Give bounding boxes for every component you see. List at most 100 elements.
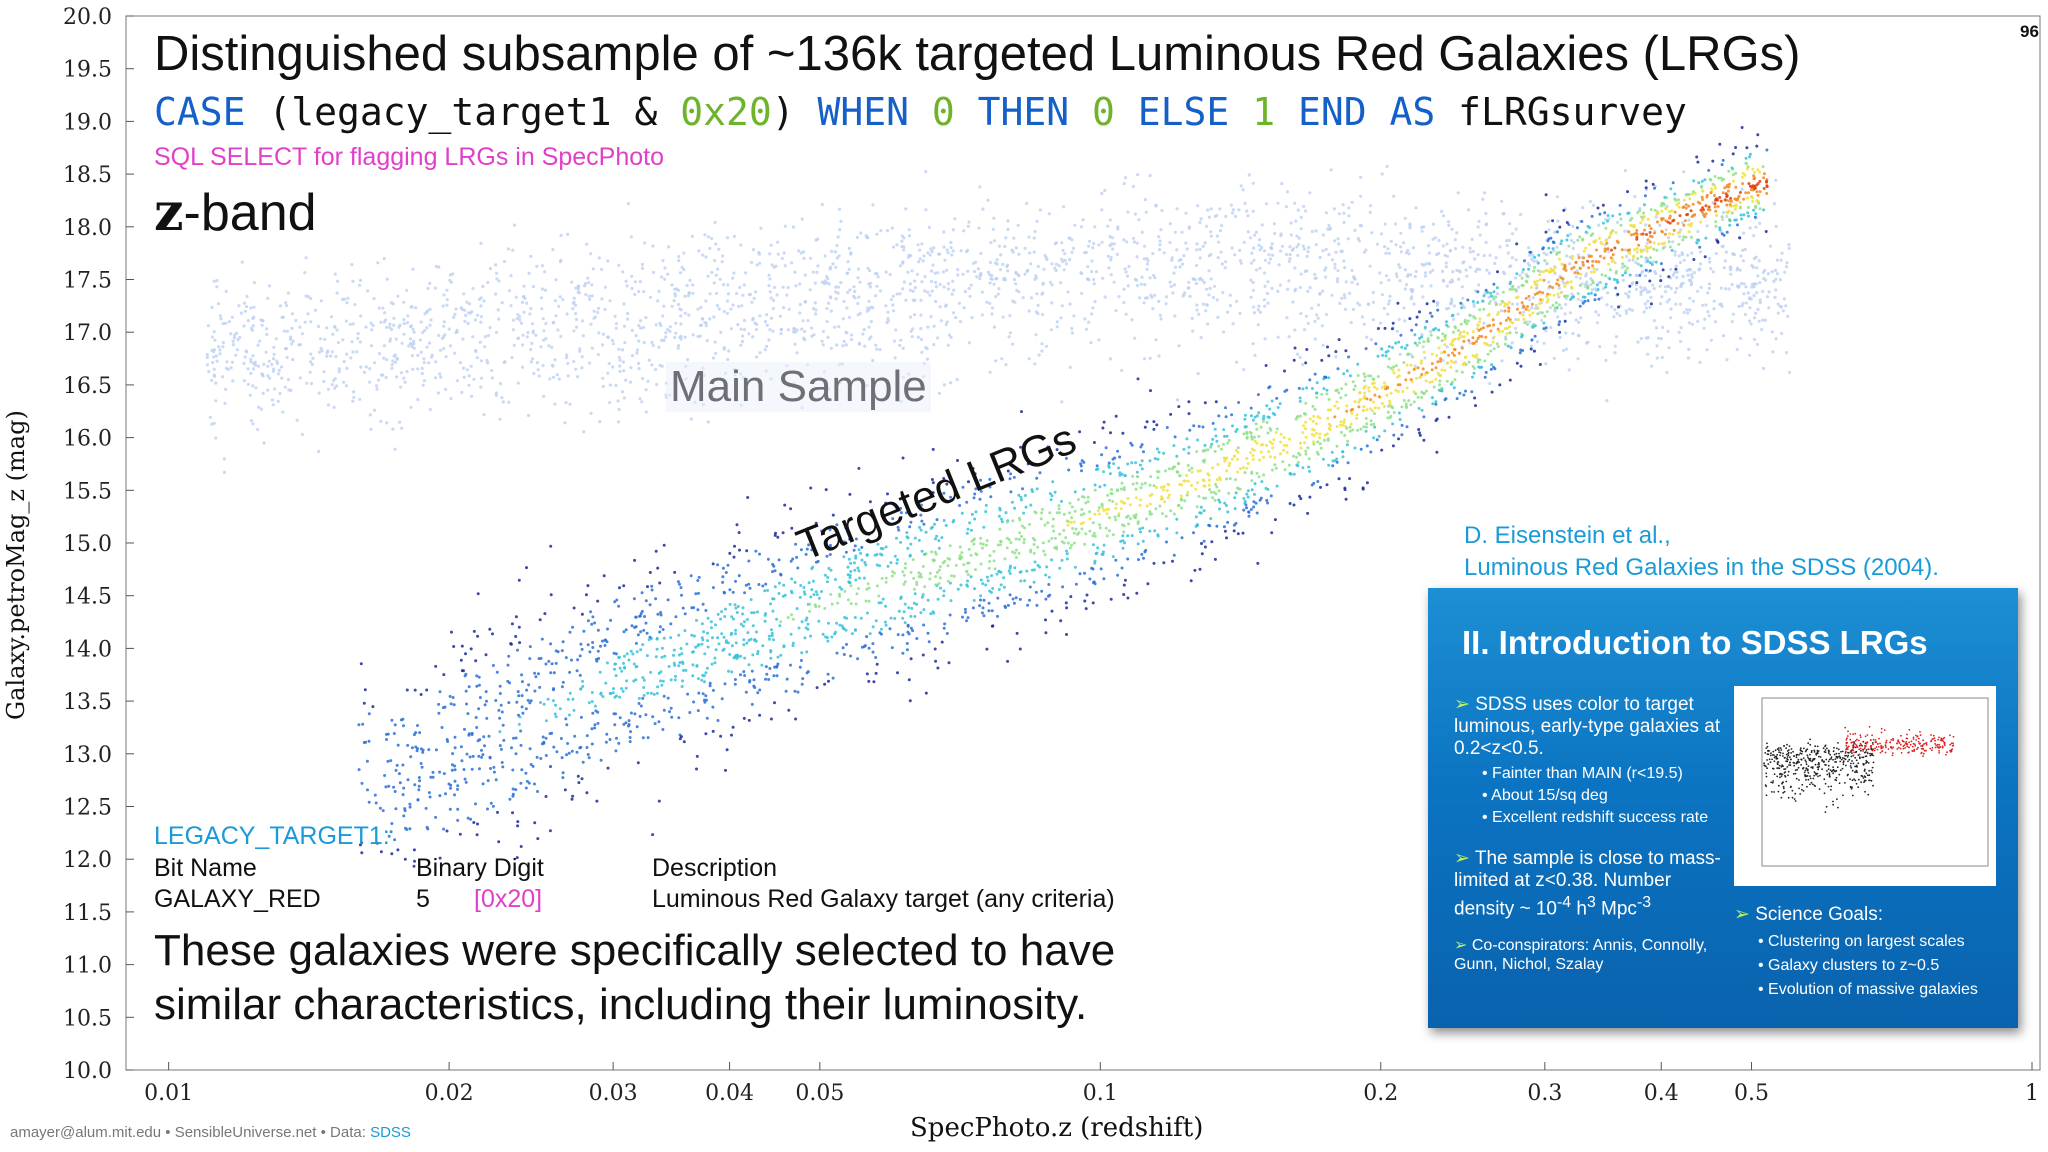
main-sample-point: [554, 278, 558, 282]
main-sample-point: [566, 361, 570, 366]
lrg-point: [815, 593, 819, 597]
main-sample-point: [1423, 274, 1428, 278]
main-sample-point: [767, 338, 771, 342]
main-sample-point: [1197, 312, 1201, 316]
main-sample-point: [1502, 212, 1506, 216]
lrg-point: [1402, 399, 1406, 402]
lrg-point: [777, 581, 781, 585]
main-sample-point: [475, 356, 479, 360]
main-sample-point: [1343, 266, 1347, 270]
main-sample-point: [1159, 317, 1163, 321]
main-sample-point: [231, 339, 235, 343]
lrg-point: [1422, 415, 1426, 419]
lrg-point: [753, 686, 757, 689]
lrg-point: [1628, 284, 1632, 288]
main-sample-point: [1470, 237, 1474, 241]
main-sample-point: [793, 342, 797, 346]
lrg-point: [854, 537, 858, 541]
lrg-point: [1430, 396, 1434, 400]
main-sample-point: [1110, 242, 1114, 246]
lrg-point: [1728, 219, 1732, 223]
main-sample-point: [1091, 246, 1095, 250]
lrg-point: [622, 661, 625, 665]
main-sample-point: [1359, 194, 1363, 198]
lrg-point: [1668, 232, 1671, 236]
main-sample-point: [798, 302, 803, 307]
lrg-point: [841, 646, 845, 650]
main-sample-point: [640, 400, 644, 404]
lrg-point: [1440, 351, 1444, 355]
lrg-point: [1032, 551, 1036, 555]
lrg-point: [1155, 447, 1159, 451]
lrg-point: [1597, 297, 1601, 301]
main-sample-point: [1187, 286, 1191, 290]
main-sample-point: [980, 290, 985, 294]
lrg-point: [615, 598, 619, 602]
main-sample-point: [518, 315, 522, 319]
main-sample-point: [875, 232, 879, 236]
main-sample-point: [1698, 262, 1703, 266]
main-sample-point: [865, 236, 869, 240]
main-sample-point: [1217, 240, 1221, 244]
lrg-point: [1294, 417, 1298, 421]
main-sample-point: [676, 288, 681, 292]
main-sample-point: [303, 320, 307, 324]
lrg-point: [1458, 333, 1462, 337]
lrg-point: [571, 794, 575, 798]
lrg-point: [854, 578, 858, 582]
lrg-point: [901, 633, 905, 637]
main-sample-point: [1228, 293, 1232, 297]
lrg-point: [1524, 307, 1528, 311]
main-sample-point: [490, 376, 494, 380]
main-sample-point: [1316, 303, 1321, 307]
lrg-point: [701, 602, 705, 606]
lrg-point: [902, 573, 906, 577]
lrg-point: [1196, 469, 1200, 473]
lrg-point: [1140, 459, 1144, 463]
main-sample-point: [359, 278, 363, 282]
main-sample-point: [342, 380, 346, 384]
lrg-point: [946, 579, 950, 583]
main-sample-point: [803, 273, 807, 277]
main-sample-point: [1671, 273, 1675, 277]
lrg-point: [1225, 477, 1229, 481]
main-sample-point: [1357, 239, 1361, 243]
main-sample-point: [1263, 258, 1267, 262]
main-sample-point: [437, 333, 441, 338]
lrg-point: [389, 759, 393, 763]
main-sample-point: [1097, 243, 1101, 247]
main-sample-point: [267, 284, 272, 288]
main-sample-point: [1548, 306, 1552, 310]
main-sample-point: [1748, 226, 1752, 230]
main-sample-point: [379, 320, 383, 324]
main-sample-point: [1690, 322, 1694, 326]
main-sample-point: [642, 290, 646, 294]
lrg-point: [1526, 305, 1530, 308]
lrg-point: [1595, 248, 1598, 252]
lrg-point: [1363, 384, 1367, 388]
lrg-point: [1454, 326, 1457, 330]
main-sample-point: [663, 266, 667, 270]
main-sample-point: [1409, 352, 1413, 356]
lrg-point: [1471, 354, 1475, 358]
main-sample-point: [1561, 348, 1566, 353]
lrg-point: [362, 741, 366, 744]
main-sample-point: [945, 248, 949, 252]
lrg-point: [1560, 262, 1564, 266]
main-sample-point: [1402, 241, 1406, 245]
main-sample-point: [950, 292, 954, 296]
main-sample-point: [699, 323, 704, 328]
main-sample-point: [1299, 215, 1303, 219]
main-sample-point: [823, 279, 827, 283]
lrg-point: [539, 701, 542, 704]
lrg-point: [1102, 470, 1106, 474]
lrg-point: [1148, 510, 1152, 514]
main-sample-point: [885, 229, 890, 233]
lrg-point: [1338, 423, 1342, 427]
lrg-point: [1185, 493, 1189, 497]
lrg-point: [1492, 335, 1496, 339]
main-sample-point: [405, 369, 409, 374]
lrg-point: [730, 644, 734, 648]
lrg-point: [1415, 343, 1419, 347]
lrg-point: [1097, 512, 1101, 516]
